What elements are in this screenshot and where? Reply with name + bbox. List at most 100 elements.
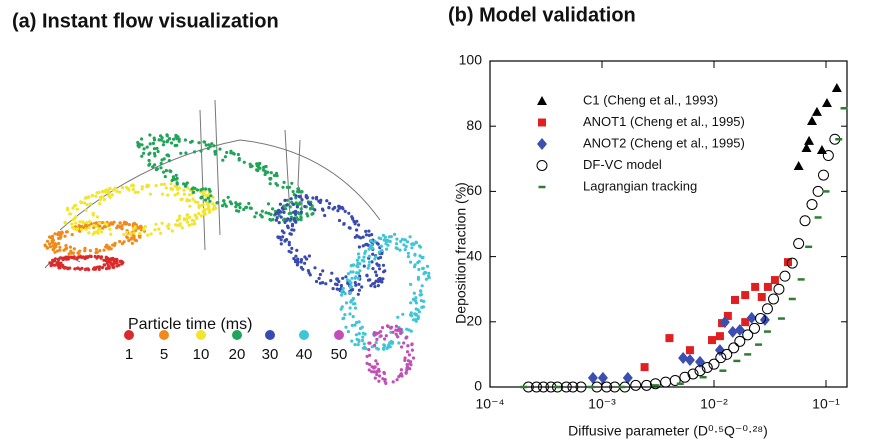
particle bbox=[156, 149, 160, 154]
particle bbox=[89, 254, 93, 259]
particle bbox=[285, 203, 289, 207]
particle bbox=[117, 224, 121, 228]
particle bbox=[193, 222, 197, 226]
particle bbox=[405, 350, 410, 354]
particle bbox=[373, 285, 377, 289]
particle bbox=[368, 362, 372, 367]
triangle-marker bbox=[816, 144, 827, 154]
particle bbox=[262, 165, 267, 169]
particle bbox=[110, 193, 114, 197]
particle bbox=[410, 246, 414, 250]
particle bbox=[414, 301, 418, 305]
particle bbox=[299, 216, 303, 220]
particle bbox=[53, 232, 57, 236]
particle bbox=[145, 185, 150, 189]
particle bbox=[356, 265, 360, 269]
particle bbox=[360, 338, 365, 343]
particle bbox=[380, 280, 384, 284]
particle bbox=[371, 252, 375, 256]
particle bbox=[327, 206, 331, 210]
particle bbox=[69, 249, 73, 253]
particle bbox=[313, 266, 317, 270]
particle bbox=[175, 181, 179, 185]
particle bbox=[356, 343, 360, 347]
particle bbox=[351, 315, 355, 319]
particle bbox=[202, 209, 206, 213]
particle bbox=[83, 257, 87, 261]
particle bbox=[79, 201, 84, 205]
particle bbox=[300, 198, 304, 202]
particle bbox=[379, 330, 383, 334]
particle bbox=[305, 212, 309, 216]
particle bbox=[367, 263, 371, 267]
square-marker bbox=[741, 318, 750, 327]
particle bbox=[375, 273, 379, 277]
particle bbox=[97, 190, 101, 194]
particle bbox=[382, 371, 386, 375]
particle bbox=[236, 152, 240, 157]
particle bbox=[94, 194, 98, 198]
particle bbox=[148, 133, 152, 137]
particle bbox=[109, 261, 113, 265]
circle-marker bbox=[701, 361, 713, 373]
particle bbox=[341, 286, 345, 290]
particle bbox=[362, 342, 366, 346]
particle bbox=[76, 266, 80, 270]
particle bbox=[353, 281, 357, 285]
particle bbox=[73, 267, 77, 271]
particle bbox=[213, 150, 217, 154]
particle bbox=[71, 225, 75, 230]
particle bbox=[377, 277, 381, 281]
particle bbox=[96, 231, 100, 235]
particle bbox=[381, 233, 385, 237]
particle bbox=[284, 207, 288, 211]
particle bbox=[172, 137, 176, 141]
particle bbox=[381, 277, 385, 281]
particle bbox=[287, 243, 291, 247]
particle bbox=[238, 202, 242, 206]
particle bbox=[86, 255, 90, 259]
particle bbox=[148, 151, 152, 155]
square-marker bbox=[731, 295, 740, 304]
particle bbox=[419, 293, 423, 297]
particle bbox=[303, 255, 307, 259]
particle bbox=[357, 320, 361, 324]
particle bbox=[374, 340, 378, 345]
circle-marker bbox=[812, 185, 824, 197]
circle-marker bbox=[708, 358, 720, 370]
particle bbox=[383, 269, 387, 273]
legend-marker bbox=[537, 138, 547, 150]
particle bbox=[78, 249, 82, 253]
particle bbox=[148, 142, 152, 146]
particle bbox=[373, 376, 377, 380]
square-marker bbox=[708, 336, 717, 345]
circle-marker bbox=[687, 368, 699, 380]
particle bbox=[129, 237, 133, 241]
particle bbox=[295, 248, 299, 252]
particle bbox=[83, 249, 87, 253]
particle bbox=[97, 221, 102, 225]
particle bbox=[182, 188, 186, 192]
particle bbox=[382, 347, 386, 351]
particle bbox=[56, 261, 60, 265]
particle bbox=[286, 224, 290, 228]
particle bbox=[88, 220, 92, 224]
particle bbox=[130, 241, 134, 245]
particle bbox=[405, 335, 409, 339]
particle bbox=[136, 190, 140, 194]
particle bbox=[175, 185, 179, 189]
particle bbox=[248, 162, 252, 166]
x-tick-label: 10⁻⁴ bbox=[476, 396, 505, 412]
particle bbox=[118, 190, 122, 194]
circle-marker bbox=[761, 303, 773, 315]
particle bbox=[45, 239, 50, 243]
particle bbox=[189, 140, 193, 144]
particle bbox=[287, 212, 291, 216]
particle bbox=[369, 239, 373, 243]
particle bbox=[242, 207, 246, 212]
particle bbox=[271, 207, 275, 211]
particle bbox=[199, 214, 203, 218]
particle bbox=[303, 204, 307, 209]
particle bbox=[335, 283, 339, 287]
particle bbox=[385, 346, 389, 350]
